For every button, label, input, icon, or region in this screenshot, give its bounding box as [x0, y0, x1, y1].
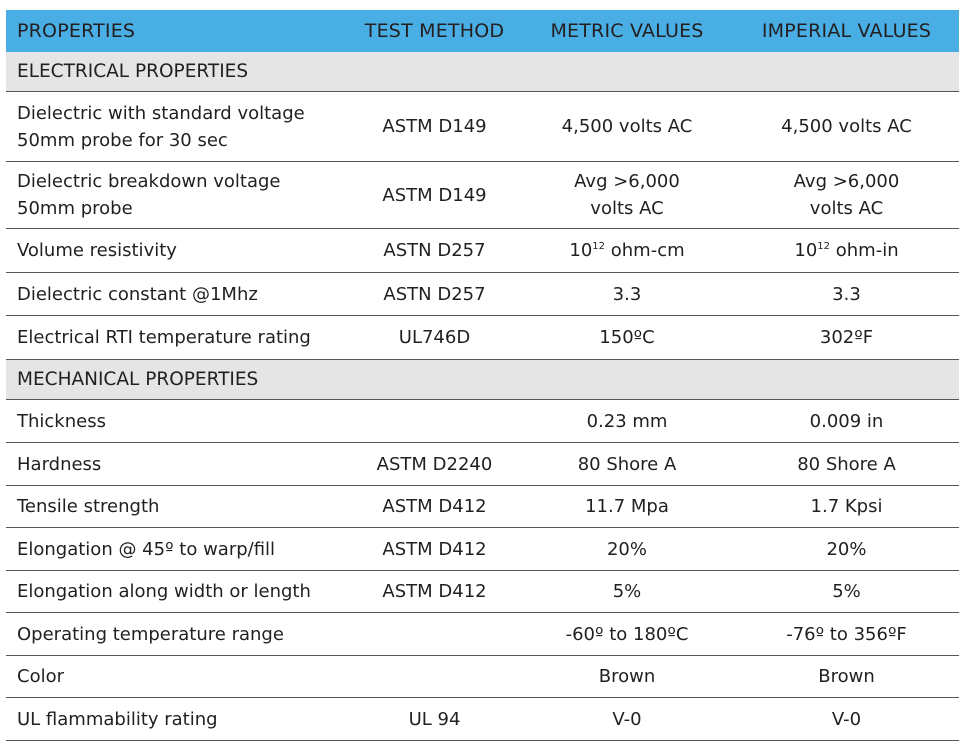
property-cell: UL flammability rating — [17, 708, 218, 730]
method-cell: ASTM D412 — [382, 538, 487, 560]
property-cell: Electrical RTI temperature rating — [17, 327, 311, 348]
metric-cell: 4,500 volts AC — [561, 116, 693, 137]
metric-unit: ohm-cm — [605, 240, 685, 261]
section-mechanical: MECHANICAL PROPERTIES — [6, 360, 959, 400]
properties-table: PROPERTIES TEST METHOD METRIC VALUES IMP… — [6, 10, 959, 741]
property-cell: Volume resistivity — [17, 240, 177, 261]
metric-cell: 11.7 Mpa — [585, 496, 669, 517]
imperial-unit: ohm-in — [830, 240, 899, 261]
metric-cell: 80 Shore A — [577, 453, 677, 475]
imperial-cell: 20% — [826, 538, 867, 560]
imperial-cell: Avg >6,000 volts AC — [793, 171, 900, 219]
imperial-cell: 0.009 in — [809, 410, 884, 432]
property-cell: Dielectric constant @1Mhz — [17, 283, 258, 305]
table-row: Elongation along width or length ASTM D4… — [6, 571, 959, 613]
metric-cell: -60º to 180ºC — [565, 623, 689, 645]
metric-cell: 5% — [612, 581, 642, 602]
section-electrical: ELECTRICAL PROPERTIES — [6, 52, 959, 92]
method-cell: UL746D — [398, 327, 471, 348]
method-cell: ASTN D257 — [383, 283, 486, 305]
property-cell: Tensile strength — [17, 496, 160, 517]
header-test-method: TEST METHOD — [364, 19, 505, 42]
metric-base: 10 — [569, 240, 593, 261]
imperial-cell: 1012 ohm-in — [734, 237, 959, 264]
imperial-cell: V-0 — [831, 708, 862, 730]
method-cell: ASTN D257 — [383, 240, 486, 261]
header-imperial-values: IMPERIAL VALUES — [761, 19, 932, 42]
metric-exponent: 12 — [592, 241, 606, 252]
metric-cell: 3.3 — [612, 283, 642, 305]
imperial-cell: 5% — [832, 581, 861, 602]
metric-cell: 1012 ohm-cm — [520, 237, 734, 264]
metric-cell: V-0 — [612, 708, 642, 730]
imperial-cell: 4,500 volts AC — [781, 116, 912, 137]
imperial-cell: 302ºF — [819, 327, 874, 348]
header-properties: PROPERTIES — [17, 19, 136, 42]
metric-cell: 0.23 mm — [586, 410, 668, 432]
imperial-exponent: 12 — [817, 241, 831, 252]
section-title: MECHANICAL PROPERTIES — [17, 369, 259, 390]
property-cell: Operating temperature range — [17, 623, 284, 645]
table-row: Thickness 0.23 mm 0.009 in — [6, 400, 959, 443]
header-metric-values: METRIC VALUES — [550, 19, 704, 42]
method-cell: ASTM D149 — [382, 116, 487, 137]
property-cell: Dielectric with standard voltage 50mm pr… — [17, 102, 305, 151]
property-cell: Hardness — [17, 453, 102, 475]
imperial-cell: 80 Shore A — [797, 453, 896, 475]
property-cell: Dielectric breakdown voltage 50mm probe — [17, 171, 281, 219]
property-cell: Color — [17, 666, 64, 687]
imperial-cell: Brown — [818, 666, 875, 687]
property-cell: Elongation along width or length — [17, 581, 311, 602]
method-cell: ASTM D412 — [382, 581, 487, 602]
table-row: Operating temperature range -60º to 180º… — [6, 613, 959, 656]
table-row: Dielectric constant @1Mhz ASTN D257 3.3 … — [6, 273, 959, 316]
table-row: Tensile strength ASTM D412 11.7 Mpa 1.7 … — [6, 486, 959, 528]
metric-cell: Brown — [598, 666, 656, 687]
imperial-cell: 1.7 Kpsi — [810, 496, 883, 517]
table-row: Volume resistivity ASTN D257 1012 ohm-cm… — [6, 229, 959, 273]
method-cell: ASTM D149 — [382, 184, 487, 206]
table-row: Dielectric with standard voltage 50mm pr… — [6, 92, 959, 162]
metric-cell: 20% — [606, 538, 647, 560]
method-cell: ASTM D412 — [382, 496, 487, 517]
method-cell: UL 94 — [408, 708, 461, 730]
imperial-base: 10 — [794, 240, 818, 261]
table-row: Dielectric breakdown voltage 50mm probe … — [6, 162, 959, 229]
table-row: Elongation @ 45º to warp/fill ASTM D412 … — [6, 528, 959, 571]
imperial-cell: -76º to 356ºF — [786, 623, 907, 645]
table-row: Color Brown Brown — [6, 656, 959, 698]
table-header: PROPERTIES TEST METHOD METRIC VALUES IMP… — [6, 10, 959, 52]
property-cell: Elongation @ 45º to warp/fill — [17, 538, 276, 560]
table-row: Electrical RTI temperature rating UL746D… — [6, 316, 959, 360]
method-cell: ASTM D2240 — [376, 453, 493, 475]
section-title: ELECTRICAL PROPERTIES — [17, 61, 249, 82]
metric-cell: 150ºC — [599, 327, 655, 348]
property-cell: Thickness — [17, 410, 106, 432]
metric-cell: Avg >6,000 volts AC — [574, 171, 680, 219]
table-row: Hardness ASTM D2240 80 Shore A 80 Shore … — [6, 443, 959, 486]
imperial-cell: 3.3 — [832, 283, 861, 305]
table-row: UL flammability rating UL 94 V-0 V-0 — [6, 698, 959, 741]
